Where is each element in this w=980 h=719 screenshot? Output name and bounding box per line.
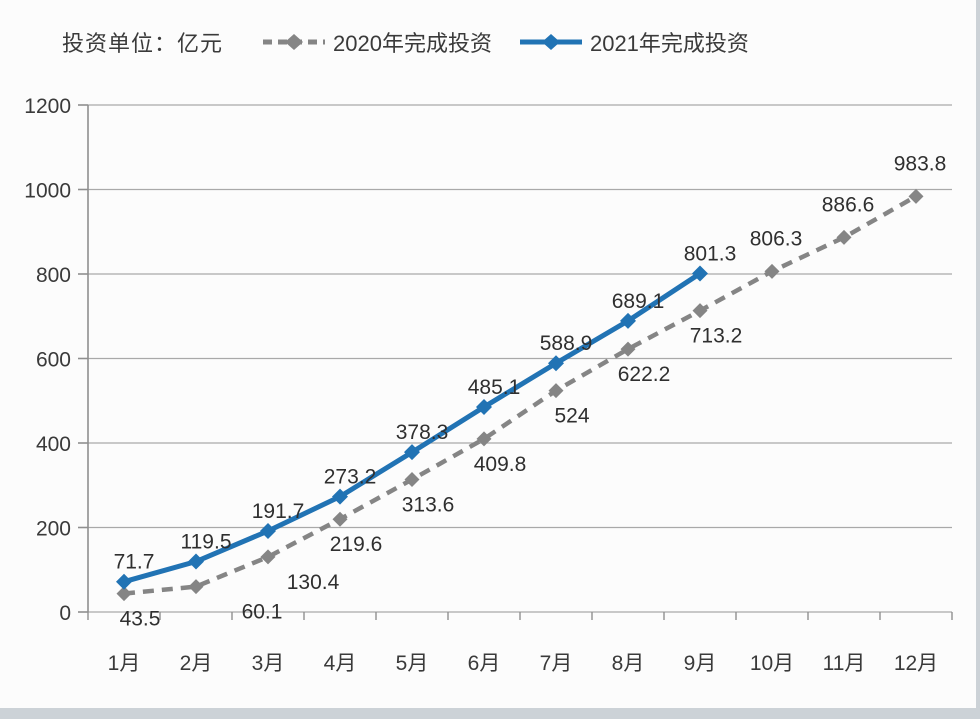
data-point-marker xyxy=(692,303,708,319)
data-label: 713.2 xyxy=(690,325,743,348)
legend-item-2020: 2020年完成投资 xyxy=(261,26,492,58)
x-axis-label: 6月 xyxy=(468,652,501,675)
data-point-marker xyxy=(188,579,204,595)
data-point-marker xyxy=(548,355,564,372)
data-point-marker xyxy=(404,472,420,488)
series-line-2020 xyxy=(123,194,918,596)
data-label: 524 xyxy=(554,405,589,428)
y-axis-tick-label: 800 xyxy=(36,264,71,287)
data-point-marker xyxy=(404,444,420,461)
solid-line-diamond-marker-icon xyxy=(519,34,582,50)
data-point-marker xyxy=(116,586,132,602)
data-point-marker xyxy=(620,312,636,329)
data-point-marker xyxy=(332,511,348,527)
x-axis-label: 1月 xyxy=(108,652,141,675)
data-point-marker xyxy=(548,383,564,399)
y-axis-tick-label: 0 xyxy=(59,602,71,625)
y-axis-tick-label: 1000 xyxy=(24,180,71,203)
unit-label: 投资单位：亿元 xyxy=(62,31,224,56)
data-label: 378.3 xyxy=(396,421,449,444)
data-point-marker xyxy=(260,523,276,540)
data-label: 119.5 xyxy=(181,531,232,554)
data-label: 130.4 xyxy=(287,571,340,594)
dashed-line-diamond-marker-icon xyxy=(263,34,326,50)
legend-item-2021: 2021年完成投资 xyxy=(518,26,749,58)
data-point-marker xyxy=(188,553,204,570)
data-label: 43.5 xyxy=(120,608,161,631)
data-point-marker xyxy=(620,341,636,357)
x-axis-label: 10月 xyxy=(750,652,794,675)
x-axis-label: 9月 xyxy=(684,652,717,675)
data-label: 983.8 xyxy=(894,152,947,175)
y-axis-tick-label: 600 xyxy=(36,349,71,372)
x-axis-label: 7月 xyxy=(540,652,573,675)
y-axis-tick-label: 400 xyxy=(36,433,71,456)
data-label: 409.8 xyxy=(474,453,527,476)
x-axis-label: 2月 xyxy=(180,652,213,675)
x-axis-label: 3月 xyxy=(252,652,285,675)
legend-label-2021: 2021年完成投资 xyxy=(589,31,749,56)
x-axis-label: 8月 xyxy=(612,652,645,675)
data-label: 588.9 xyxy=(540,332,593,355)
data-point-marker xyxy=(692,265,708,282)
data-point-marker xyxy=(908,188,924,204)
x-axis-label: 12月 xyxy=(894,652,938,675)
legend-label-2020: 2020年完成投资 xyxy=(333,31,492,56)
data-point-marker xyxy=(764,263,780,279)
data-label: 689.1 xyxy=(612,290,665,313)
chart-header: 投资单位：亿元 2020年完成投资 2021年完成投资 xyxy=(62,26,942,58)
data-label: 273.2 xyxy=(324,466,377,489)
data-point-marker xyxy=(332,488,348,505)
data-point-marker xyxy=(116,573,132,590)
data-label: 485.1 xyxy=(468,376,521,399)
data-point-marker xyxy=(260,549,276,565)
data-label: 60.1 xyxy=(242,601,283,624)
data-label: 313.6 xyxy=(402,494,455,517)
data-label: 191.7 xyxy=(252,500,305,523)
legend: 2020年完成投资 2021年完成投资 xyxy=(261,26,749,58)
x-axis-label: 11月 xyxy=(823,652,866,675)
data-label: 801.3 xyxy=(684,242,737,265)
y-axis-tick-label: 200 xyxy=(36,518,71,541)
data-label: 219.6 xyxy=(330,533,383,556)
data-label: 622.2 xyxy=(618,363,671,386)
x-axis-label: 4月 xyxy=(324,652,357,675)
y-axis-tick-label: 1200 xyxy=(24,95,71,118)
data-point-marker xyxy=(476,399,492,416)
data-label: 886.6 xyxy=(822,193,875,216)
data-label: 806.3 xyxy=(750,227,803,250)
data-label: 71.7 xyxy=(114,551,155,574)
x-axis-label: 5月 xyxy=(396,652,429,675)
data-point-marker xyxy=(836,229,852,245)
data-point-marker xyxy=(476,431,492,447)
